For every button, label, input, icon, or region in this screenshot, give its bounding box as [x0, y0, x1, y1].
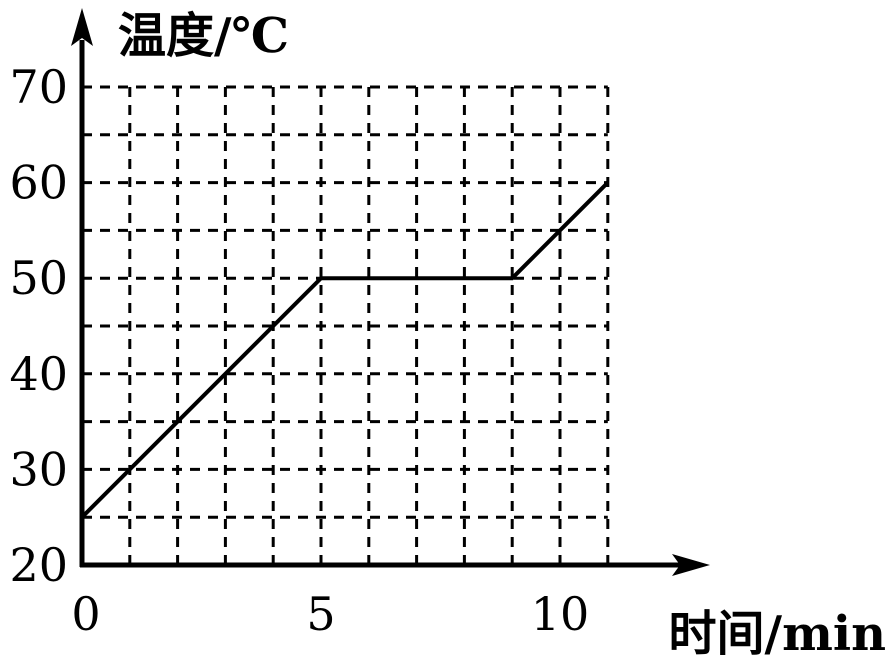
- y-axis-arrowhead: [71, 8, 93, 46]
- y-tick-label: 30: [9, 442, 68, 496]
- series-line-1: [80, 181, 610, 519]
- axes: [71, 8, 710, 576]
- series: [80, 181, 610, 519]
- y-tick-label: 50: [9, 251, 68, 305]
- x-tick-label: 5: [306, 587, 335, 641]
- y-axis-title: 温度/℃: [118, 8, 289, 64]
- y-tick-label: 20: [9, 538, 68, 592]
- y-tick-label: 40: [9, 347, 68, 401]
- tick-labels: 20 30 40 50 60 70 0 5 10: [9, 60, 589, 641]
- x-axis-arrowhead: [672, 554, 710, 576]
- y-tick-label: 60: [9, 156, 68, 210]
- grid-lines: [82, 85, 610, 565]
- y-tick-label: 70: [9, 60, 68, 114]
- x-tick-label: 0: [71, 587, 100, 641]
- x-tick-label: 10: [531, 587, 590, 641]
- x-axis-title: 时间/min: [669, 606, 886, 658]
